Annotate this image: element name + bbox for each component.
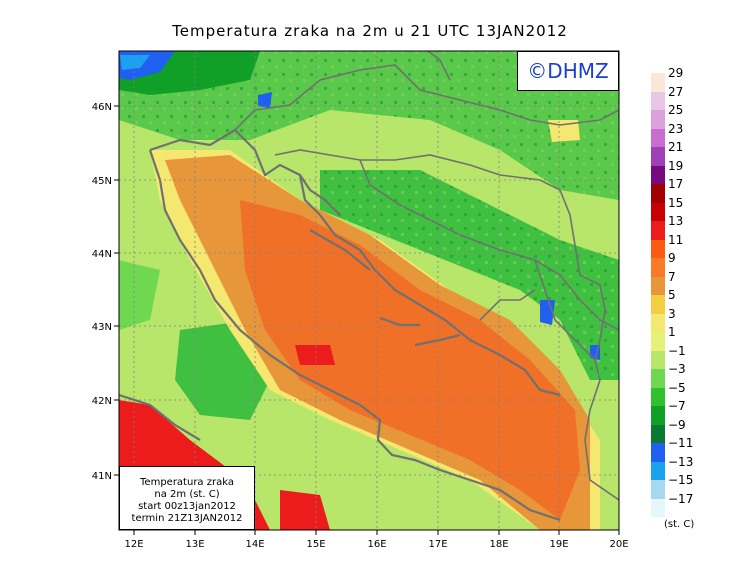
lat-tick-label: 44N xyxy=(92,249,112,260)
legend-label: 5 xyxy=(668,288,676,302)
coastline xyxy=(119,128,561,522)
info-line: na 2m (st. C) xyxy=(154,489,220,500)
map-title: Temperatura zraka na 2m u 21 UTC 13JAN20… xyxy=(172,22,568,40)
legend-swatch xyxy=(651,239,665,258)
legend-label: −9 xyxy=(668,417,686,432)
info-line: termin 21Z13JAN2012 xyxy=(131,513,243,524)
legend-label: 1 xyxy=(668,325,676,339)
legend-swatch xyxy=(651,128,665,147)
lat-tick-label: 46N xyxy=(92,102,112,113)
legend-label: 23 xyxy=(668,121,684,136)
lat-tick-label: 41N xyxy=(92,471,112,482)
legend-swatch xyxy=(651,295,665,314)
country-borders xyxy=(234,51,619,501)
legend-swatch xyxy=(651,184,665,203)
forecast-info-box: Temperatura zraka na 2m (st. C) start 00… xyxy=(119,466,255,530)
legend-swatch xyxy=(651,202,665,221)
legend-label: −1 xyxy=(668,343,686,358)
legend-swatch xyxy=(651,498,665,517)
legend-label: 9 xyxy=(668,251,676,265)
legend-swatch xyxy=(651,443,665,462)
info-line: start 00z13jan2012 xyxy=(138,501,236,512)
legend-label: 21 xyxy=(668,140,684,154)
legend-label: 13 xyxy=(668,214,684,228)
legend-label: −5 xyxy=(668,380,686,395)
lon-tick-label: 17E xyxy=(428,539,447,550)
legend-label: −7 xyxy=(668,399,686,413)
lat-axis: 46N 45N 44N 43N 42N 41N xyxy=(92,102,112,482)
legend-label: 7 xyxy=(668,269,676,284)
legend-swatch xyxy=(651,387,665,406)
legend-label: 3 xyxy=(668,306,676,321)
dhmz-logo: ©DHMZ xyxy=(517,51,619,91)
legend-swatch xyxy=(651,221,665,240)
lon-tick-label: 15E xyxy=(306,539,325,550)
legend-swatch xyxy=(651,73,665,92)
lon-tick-label: 16E xyxy=(367,539,386,550)
legend-label: −15 xyxy=(668,473,694,487)
legend-swatch xyxy=(651,276,665,295)
legend-label: 15 xyxy=(668,195,684,210)
legend-swatch xyxy=(651,480,665,499)
lon-tick-label: 20E xyxy=(609,539,628,550)
temperature-field xyxy=(119,51,619,530)
lon-tick-label: 14E xyxy=(245,539,264,550)
legend-swatch xyxy=(651,147,665,166)
graticule xyxy=(119,51,619,530)
info-line: Temperatura zraka xyxy=(140,477,234,488)
legend-swatch xyxy=(651,406,665,425)
lon-tick-label: 13E xyxy=(185,539,204,550)
map-frame xyxy=(118,50,620,531)
legend-label: 25 xyxy=(668,103,684,117)
lat-tick-label: 43N xyxy=(92,322,112,333)
lat-tick-label: 45N xyxy=(92,176,112,187)
legend-label: 11 xyxy=(668,232,684,247)
legend-unit: (st. C) xyxy=(664,519,695,530)
lon-tick-label: 12E xyxy=(124,539,143,550)
legend-swatch xyxy=(651,369,665,388)
legend-label: −17 xyxy=(668,491,694,506)
lon-tick-label: 18E xyxy=(489,539,508,550)
legend-swatch xyxy=(651,424,665,443)
legend-swatch xyxy=(651,165,665,184)
legend-label: −13 xyxy=(668,454,694,469)
lon-axis: 12E 13E 14E 15E 16E 17E 18E 19E 20E xyxy=(124,539,628,550)
legend-swatch xyxy=(651,91,665,110)
legend-swatch xyxy=(651,258,665,277)
legend-label: 27 xyxy=(668,84,684,99)
legend-swatch xyxy=(651,110,665,129)
legend-swatch xyxy=(651,313,665,332)
legend-label: 29 xyxy=(668,66,684,80)
legend-label: −11 xyxy=(668,436,694,450)
legend-label: −3 xyxy=(668,362,686,376)
lat-tick-label: 42N xyxy=(92,396,112,407)
legend-swatch xyxy=(651,461,665,480)
legend-label: 17 xyxy=(668,177,684,191)
legend-swatch xyxy=(651,350,665,369)
lon-tick-label: 19E xyxy=(549,539,568,550)
legend-label: 19 xyxy=(668,158,684,173)
legend-swatch xyxy=(651,332,665,351)
